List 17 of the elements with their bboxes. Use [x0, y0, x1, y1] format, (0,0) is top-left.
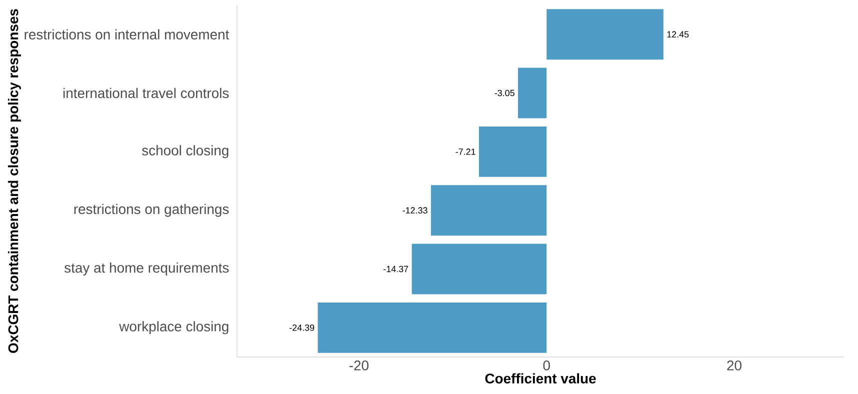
- x-tick-label: 0: [543, 360, 550, 370]
- y-tick-label: international travel controls: [63, 88, 229, 98]
- data-label: -3.05: [494, 90, 514, 96]
- x-tick-label: -20: [350, 360, 369, 370]
- x-axis-title: Coefficient value: [485, 373, 596, 384]
- y-tick-label: stay at home requirements: [64, 262, 229, 276]
- data-label: 12.45: [667, 31, 689, 38]
- x-tick-label: 20: [727, 360, 742, 370]
- y-tick-label: restrictions on internal movement: [24, 29, 230, 40]
- y-axis-title: OxCGRT containment and closure policy responses: [8, 9, 21, 353]
- data-label: -12.33: [402, 207, 428, 214]
- data-label: -24.39: [290, 324, 314, 331]
- y-tick-label: school closing: [142, 145, 228, 158]
- y-tick-label: restrictions on gatherings: [74, 204, 229, 217]
- data-label: -7.21: [456, 148, 476, 155]
- y-tick-label: workplace closing: [119, 321, 228, 334]
- data-label: -14.37: [384, 266, 408, 272]
